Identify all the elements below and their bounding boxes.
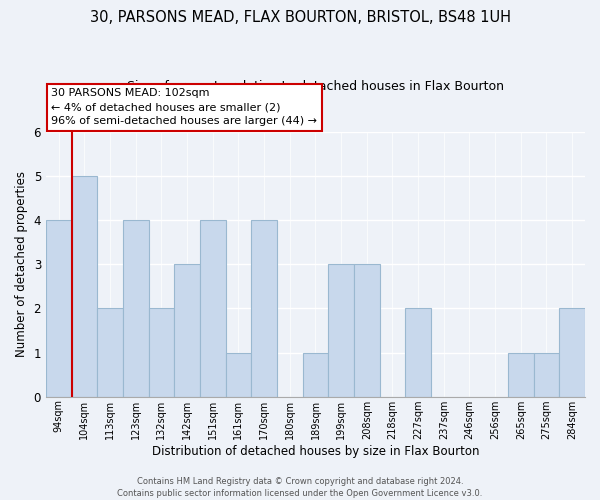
Bar	[559, 308, 585, 396]
Bar	[174, 264, 200, 396]
Bar	[200, 220, 226, 396]
Bar	[46, 220, 71, 396]
Bar	[406, 308, 431, 396]
Bar	[302, 352, 328, 397]
Bar	[71, 176, 97, 396]
Text: 30 PARSONS MEAD: 102sqm
← 4% of detached houses are smaller (2)
96% of semi-deta: 30 PARSONS MEAD: 102sqm ← 4% of detached…	[52, 88, 317, 126]
Bar	[97, 308, 123, 396]
Text: Contains HM Land Registry data © Crown copyright and database right 2024.
Contai: Contains HM Land Registry data © Crown c…	[118, 476, 482, 498]
Bar	[354, 264, 380, 396]
Bar	[328, 264, 354, 396]
Title: Size of property relative to detached houses in Flax Bourton: Size of property relative to detached ho…	[127, 80, 504, 93]
Text: 30, PARSONS MEAD, FLAX BOURTON, BRISTOL, BS48 1UH: 30, PARSONS MEAD, FLAX BOURTON, BRISTOL,…	[89, 10, 511, 25]
Bar	[251, 220, 277, 396]
Bar	[149, 308, 174, 396]
Bar	[226, 352, 251, 397]
Bar	[533, 352, 559, 397]
X-axis label: Distribution of detached houses by size in Flax Bourton: Distribution of detached houses by size …	[152, 444, 479, 458]
Y-axis label: Number of detached properties: Number of detached properties	[15, 171, 28, 357]
Bar	[123, 220, 149, 396]
Bar	[508, 352, 533, 397]
